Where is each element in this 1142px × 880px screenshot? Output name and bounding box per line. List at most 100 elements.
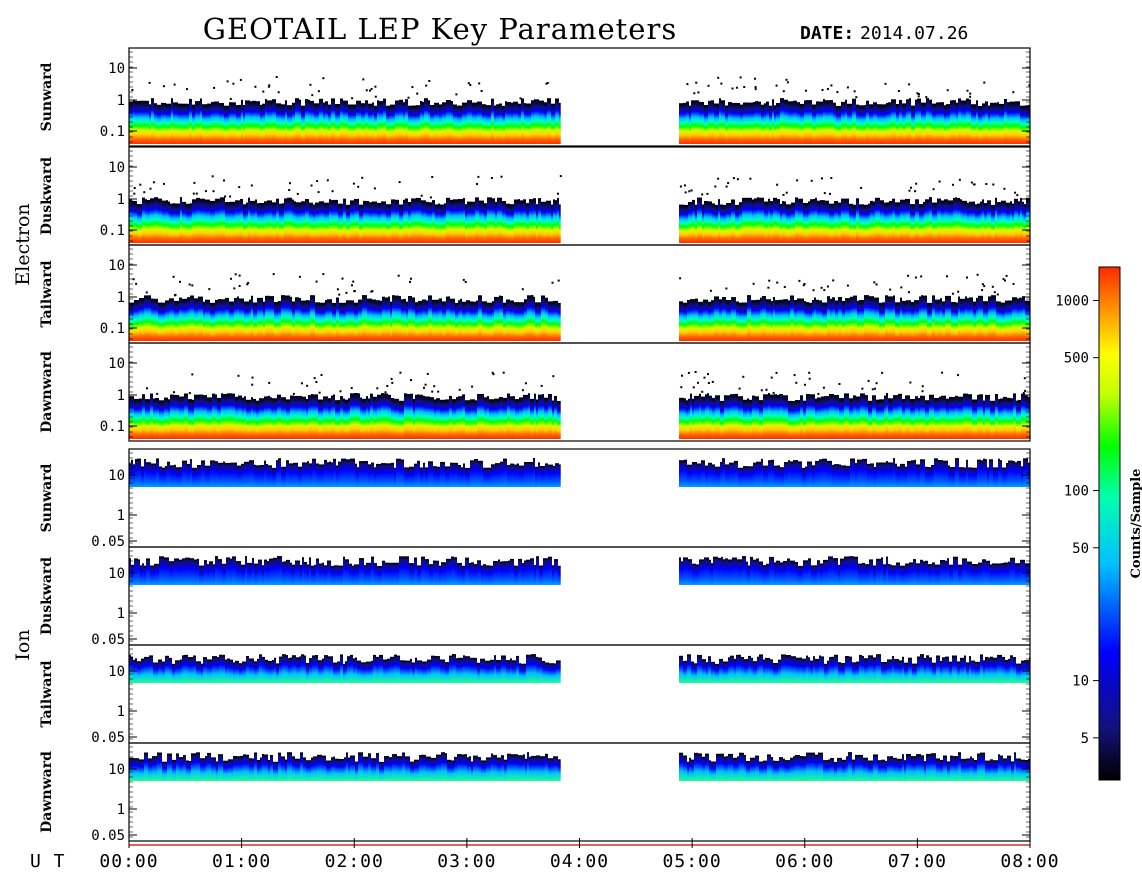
count-speck xyxy=(204,190,207,193)
spectrogram-column xyxy=(849,398,853,439)
spectrogram-column xyxy=(236,105,239,144)
spectrogram-column xyxy=(877,104,881,144)
spectrogram-column xyxy=(518,558,522,585)
count-speck xyxy=(684,191,687,194)
spectrogram-column xyxy=(726,300,731,341)
count-speck xyxy=(351,284,353,287)
count-speck xyxy=(143,191,146,194)
spectrogram-column xyxy=(941,200,944,243)
spectrogram-column xyxy=(681,561,683,585)
spectrogram-column xyxy=(150,393,153,439)
count-speck xyxy=(717,177,720,180)
spectrogram-column xyxy=(516,302,519,341)
spectrogram-column xyxy=(1022,201,1024,243)
panel-label: Sunward xyxy=(39,62,55,131)
spectrogram-column xyxy=(472,201,475,243)
spectrogram-column xyxy=(766,299,771,341)
spectrogram-column xyxy=(187,297,190,341)
spectrogram-column xyxy=(159,400,164,439)
spectrogram-column xyxy=(270,755,273,781)
spectrogram-column xyxy=(559,102,561,144)
count-speck xyxy=(317,90,320,93)
spectrogram-column xyxy=(315,202,319,243)
spectrogram-column xyxy=(962,200,964,243)
spectrogram-column xyxy=(1016,758,1021,781)
spectrogram-column xyxy=(329,199,331,243)
spectrogram-column xyxy=(1000,563,1002,585)
spectrogram-column xyxy=(972,758,974,781)
spectrogram-column xyxy=(172,663,175,683)
spectrogram-column xyxy=(300,564,302,585)
spectrogram-column xyxy=(810,752,815,781)
spectrogram-column xyxy=(976,100,978,144)
count-speck xyxy=(458,388,461,391)
spectrogram-column xyxy=(720,400,724,439)
spectrogram-column xyxy=(764,103,766,144)
count-speck xyxy=(916,92,919,95)
spectrogram-column xyxy=(505,101,507,144)
spectrogram-column xyxy=(251,397,253,439)
spectrogram-column xyxy=(864,295,869,341)
spectrogram-column xyxy=(403,199,405,243)
spectrogram-column xyxy=(761,104,764,144)
spectrogram-column xyxy=(260,104,262,144)
spectrogram-column xyxy=(405,99,408,144)
spectrogram-column xyxy=(725,558,728,585)
spectrogram-column xyxy=(297,395,302,439)
spectrogram-column xyxy=(226,557,230,585)
spectrogram-column xyxy=(679,204,684,243)
spectrogram-column xyxy=(948,200,953,243)
spectrogram-column xyxy=(433,560,435,585)
y-tick-label: 0.1 xyxy=(100,419,125,435)
count-speck xyxy=(471,385,474,388)
spectrogram-column xyxy=(860,754,863,781)
spectrogram-column xyxy=(539,302,541,341)
spectrogram-column xyxy=(809,302,812,341)
spectrogram-column xyxy=(916,464,920,487)
spectrogram-column xyxy=(1021,393,1025,439)
spectrogram-column xyxy=(268,465,272,487)
spectrogram-column xyxy=(160,302,165,341)
spectrogram-column xyxy=(394,562,399,585)
count-speck xyxy=(785,191,788,194)
spectrogram-column xyxy=(935,564,940,585)
spectrogram-column xyxy=(363,756,368,781)
spectrogram-column xyxy=(264,754,268,781)
spectrogram-column xyxy=(457,105,462,144)
count-speck xyxy=(350,387,353,390)
spectrogram-column xyxy=(486,565,490,585)
spectrogram-column xyxy=(993,467,998,487)
count-speck xyxy=(749,177,752,180)
spectrogram-column xyxy=(948,295,951,341)
count-speck xyxy=(873,281,876,284)
spectrogram-column xyxy=(860,393,865,439)
spectrogram-column xyxy=(955,395,958,439)
spectrogram-column xyxy=(274,302,278,341)
spectrogram-column xyxy=(893,395,898,439)
spectrogram-column xyxy=(555,463,559,487)
spectrogram-column xyxy=(686,101,689,144)
spectrogram-column xyxy=(997,654,1002,683)
count-speck xyxy=(684,184,686,187)
spectrogram-column xyxy=(834,762,837,781)
spectrogram-column xyxy=(797,102,800,144)
spectrogram-column xyxy=(783,395,788,439)
spectrogram-column xyxy=(394,654,397,683)
x-tick-label: 07:00 xyxy=(888,851,947,872)
spectrogram-column xyxy=(690,299,695,341)
count-speck xyxy=(559,175,562,178)
count-speck xyxy=(775,84,778,87)
spectrogram-column xyxy=(196,197,200,243)
spectrogram-column xyxy=(387,658,390,683)
spectrogram-column xyxy=(914,459,916,487)
spectrogram-column xyxy=(344,757,346,781)
spectrogram-column xyxy=(432,200,435,243)
panel-label: Tailward xyxy=(39,260,55,327)
spectrogram-column xyxy=(687,761,689,781)
count-speck xyxy=(908,83,911,86)
count-speck xyxy=(208,288,211,291)
spectrogram-column xyxy=(817,560,820,585)
spectrogram-column xyxy=(957,661,960,683)
spectrogram-column xyxy=(712,203,715,243)
spectrogram-column xyxy=(896,562,900,585)
